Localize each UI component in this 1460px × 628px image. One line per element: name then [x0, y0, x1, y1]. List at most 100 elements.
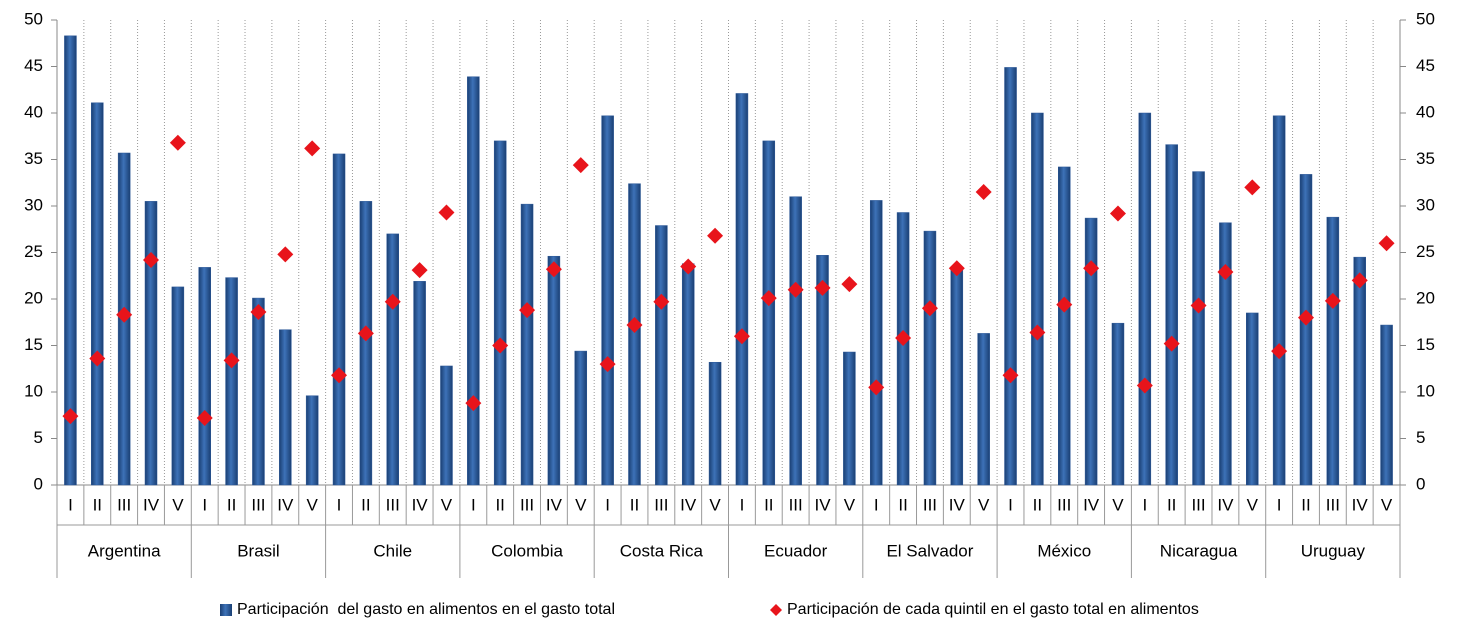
x-tick-label: V — [844, 495, 856, 514]
diamond-marker — [196, 410, 213, 427]
x-tick-label: I — [1008, 495, 1013, 514]
diamond-marker — [384, 293, 401, 310]
y2-tick-label: 10 — [1416, 381, 1435, 400]
x-tick-label: III — [789, 495, 803, 514]
x-tick-label: III — [520, 495, 534, 514]
diamond-marker — [948, 260, 965, 277]
y2-tick-label: 30 — [1416, 195, 1435, 214]
x-tick-label: II — [495, 495, 504, 514]
x-tick-label: IV — [814, 495, 831, 514]
x-tick-label: IV — [680, 495, 697, 514]
x-tick-label: V — [306, 495, 318, 514]
bar — [1004, 67, 1017, 486]
bar — [547, 255, 561, 486]
diamond-marker — [250, 304, 267, 321]
y-tick-label: 30 — [24, 195, 43, 214]
bar — [628, 183, 641, 486]
diamond-marker — [1083, 260, 1100, 277]
legend-label: Participación del gasto en alimentos en … — [237, 601, 615, 618]
diamond-marker — [1056, 296, 1073, 313]
group-label: Colombia — [491, 541, 563, 560]
bar — [1058, 166, 1071, 486]
bar — [332, 153, 346, 486]
x-tick-label: IV — [546, 495, 563, 514]
x-tick-label: III — [654, 495, 668, 514]
bar — [735, 93, 749, 486]
bar — [1353, 256, 1366, 486]
y-tick-label: 5 — [34, 428, 43, 447]
bar — [896, 212, 910, 486]
y-tick-label: 25 — [24, 242, 43, 261]
diamond-marker — [1297, 309, 1314, 326]
legend-swatch — [220, 604, 232, 616]
diamond-marker — [304, 140, 321, 157]
bar — [762, 140, 776, 486]
group-label: Ecuador — [764, 541, 828, 560]
y-tick-label: 50 — [24, 9, 43, 28]
x-tick-label: III — [1057, 495, 1071, 514]
x-tick-label: V — [1112, 495, 1124, 514]
x-tick-label: II — [1167, 495, 1176, 514]
group-label: Uruguay — [1301, 541, 1366, 560]
x-tick-label: IV — [412, 495, 429, 514]
bar — [1272, 115, 1286, 486]
bar — [1326, 216, 1340, 486]
x-tick-label: III — [251, 495, 265, 514]
y2-tick-label: 40 — [1416, 102, 1435, 121]
diamond-marker — [465, 395, 482, 412]
bar — [1299, 174, 1313, 486]
diamond-marker — [975, 184, 992, 201]
diamond-marker — [223, 352, 240, 369]
x-tick-label: IV — [1083, 495, 1100, 514]
diamond-marker — [707, 227, 724, 244]
diamond-marker — [868, 379, 885, 396]
x-tick-label: II — [630, 495, 639, 514]
bar — [279, 329, 292, 486]
diamond-marker — [545, 261, 562, 278]
diamond-marker — [733, 328, 750, 345]
legend-swatch — [770, 604, 782, 616]
diamond-marker — [895, 330, 912, 347]
bar — [64, 35, 77, 486]
diamond-marker — [760, 290, 777, 307]
bar — [950, 268, 964, 486]
bar — [1192, 171, 1205, 486]
bar — [144, 201, 158, 486]
diamond-marker — [1136, 377, 1153, 394]
group-label: Nicaragua — [1160, 541, 1238, 560]
x-tick-label: V — [172, 495, 184, 514]
bar — [655, 225, 668, 486]
y2-tick-label: 45 — [1416, 56, 1435, 75]
bar — [359, 201, 373, 486]
legend-label: Participación de cada quintil en el gast… — [787, 601, 1199, 618]
diamond-marker — [653, 293, 670, 310]
diamond-marker — [169, 134, 186, 151]
y-tick-label: 10 — [24, 381, 43, 400]
diamond-marker — [411, 262, 428, 279]
bar — [977, 333, 990, 486]
y-tick-label: 15 — [24, 335, 43, 354]
bar — [574, 350, 588, 486]
bar — [923, 230, 937, 486]
x-tick-label: IV — [277, 495, 294, 514]
x-tick-label: III — [1191, 495, 1205, 514]
y-tick-label: 20 — [24, 288, 43, 307]
x-tick-label: V — [709, 495, 721, 514]
x-tick-label: IV — [1217, 495, 1234, 514]
x-tick-label: I — [1277, 495, 1282, 514]
x-tick-label: I — [1142, 495, 1147, 514]
y-tick-label: 35 — [24, 149, 43, 168]
diamond-marker — [331, 367, 348, 384]
x-tick-label: II — [93, 495, 102, 514]
x-tick-label: V — [575, 495, 587, 514]
y-tick-label: 0 — [34, 474, 43, 493]
bar — [1111, 322, 1125, 486]
bar — [601, 115, 614, 486]
x-tick-label: IV — [949, 495, 966, 514]
bar — [467, 76, 480, 486]
y2-tick-label: 35 — [1416, 149, 1435, 168]
bar — [816, 255, 829, 486]
x-tick-label: I — [68, 495, 73, 514]
x-tick-label: I — [874, 495, 879, 514]
